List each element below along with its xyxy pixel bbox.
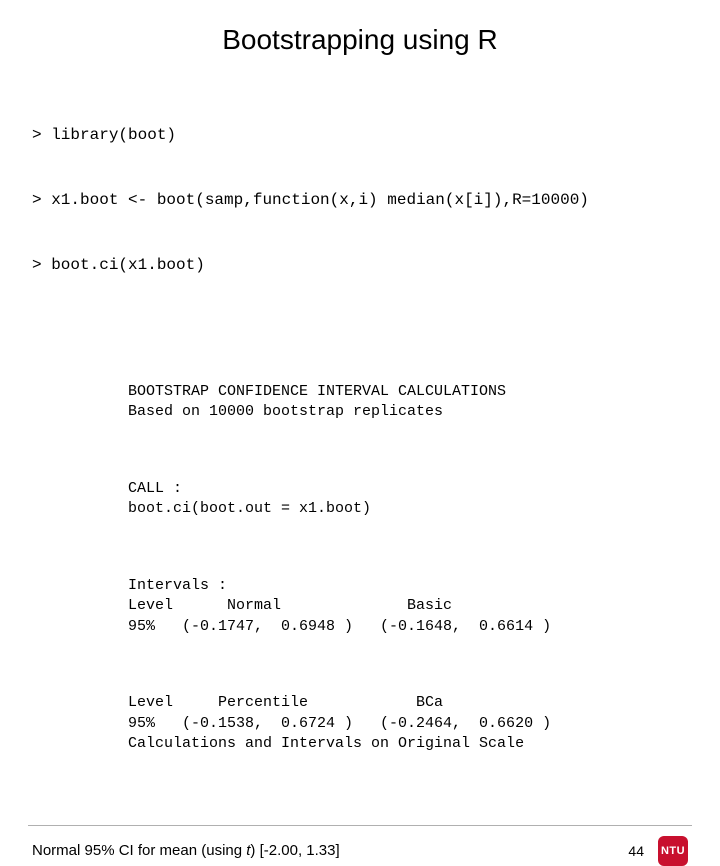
footnote-prefix: Normal 95% CI for mean (using xyxy=(32,842,246,859)
code-input-block: > library(boot) > x1.boot <- boot(samp,f… xyxy=(32,82,692,320)
footer-right: 44 NTU xyxy=(628,836,688,866)
output-block: BOOTSTRAP CONFIDENCE INTERVAL CALCULATIO… xyxy=(128,382,692,423)
slide-title: Bootstrapping using R xyxy=(28,24,692,56)
slide: Bootstrapping using R > library(boot) > … xyxy=(0,0,720,540)
code-output-block: BOOTSTRAP CONFIDENCE INTERVAL CALCULATIO… xyxy=(128,342,692,811)
logo-text: NTU xyxy=(661,845,685,857)
code-line: > x1.boot <- boot(samp,function(x,i) med… xyxy=(32,190,692,212)
ntu-logo: NTU xyxy=(658,836,688,866)
footnote: Normal 95% CI for mean (using t) [-2.00,… xyxy=(32,842,340,859)
output-block: Intervals : Level Normal Basic 95% (-0.1… xyxy=(128,576,692,637)
page-number: 44 xyxy=(628,843,644,859)
footer: Normal 95% CI for mean (using t) [-2.00,… xyxy=(28,836,692,866)
code-line: > boot.ci(x1.boot) xyxy=(32,255,692,277)
code-line: > library(boot) xyxy=(32,125,692,147)
footnote-suffix: ) [-2.00, 1.33] xyxy=(250,842,339,859)
output-block: CALL : boot.ci(boot.out = x1.boot) xyxy=(128,479,692,520)
divider xyxy=(28,825,692,826)
output-block: Level Percentile BCa 95% (-0.1538, 0.672… xyxy=(128,693,692,754)
